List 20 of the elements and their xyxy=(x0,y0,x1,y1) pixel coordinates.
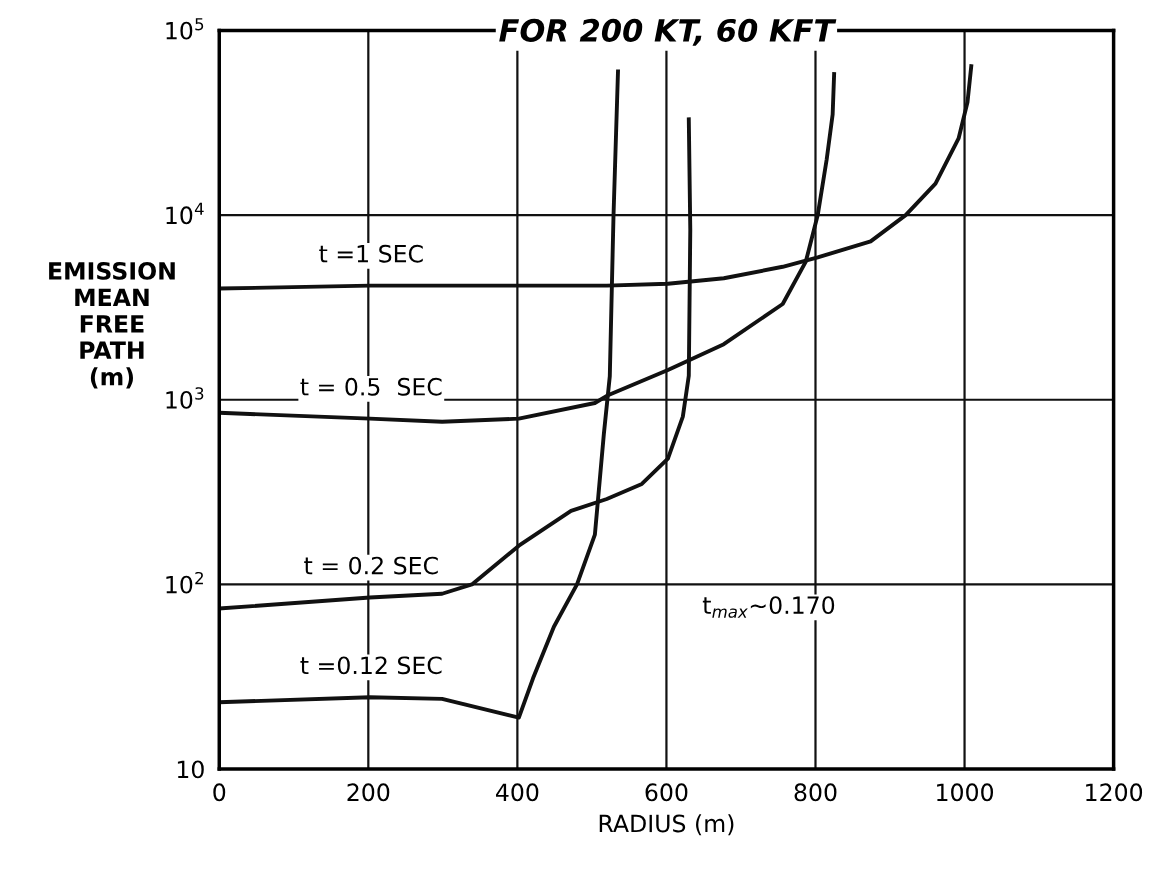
x-tick-label: 400 xyxy=(496,783,539,802)
chart-title: FOR 200 KT, 60 KFT xyxy=(499,18,837,46)
x-tick-label: 1000 xyxy=(937,783,994,802)
annotation: t$_{max}$~0.170 xyxy=(702,596,835,618)
x-tick-label: 800 xyxy=(794,783,837,802)
x-tick-label: 600 xyxy=(645,783,688,802)
series-label: t =1 SEC xyxy=(319,244,423,263)
y-tick-label: 10$^{4}$ xyxy=(166,202,204,225)
series-label: t =0.12 SEC xyxy=(300,656,442,675)
x-axis-title: RADIUS (m) xyxy=(599,814,734,836)
y-tick-label: 10$^{2}$ xyxy=(166,571,203,594)
y-tick-label: 10$^{5}$ xyxy=(166,18,204,40)
x-tick-label: 200 xyxy=(347,783,390,802)
series-label: t = 0.2 SEC xyxy=(304,556,438,575)
y-tick-label: 10 xyxy=(177,760,204,779)
x-tick-label: 1200 xyxy=(1086,783,1143,802)
y-axis-title: EMISSION MEAN FREE PATH (m) xyxy=(49,261,175,389)
y-tick-label: 10$^{3}$ xyxy=(166,387,204,409)
series-label: t = 0.5 SEC xyxy=(300,377,442,396)
x-tick-label: 0 xyxy=(213,783,226,802)
